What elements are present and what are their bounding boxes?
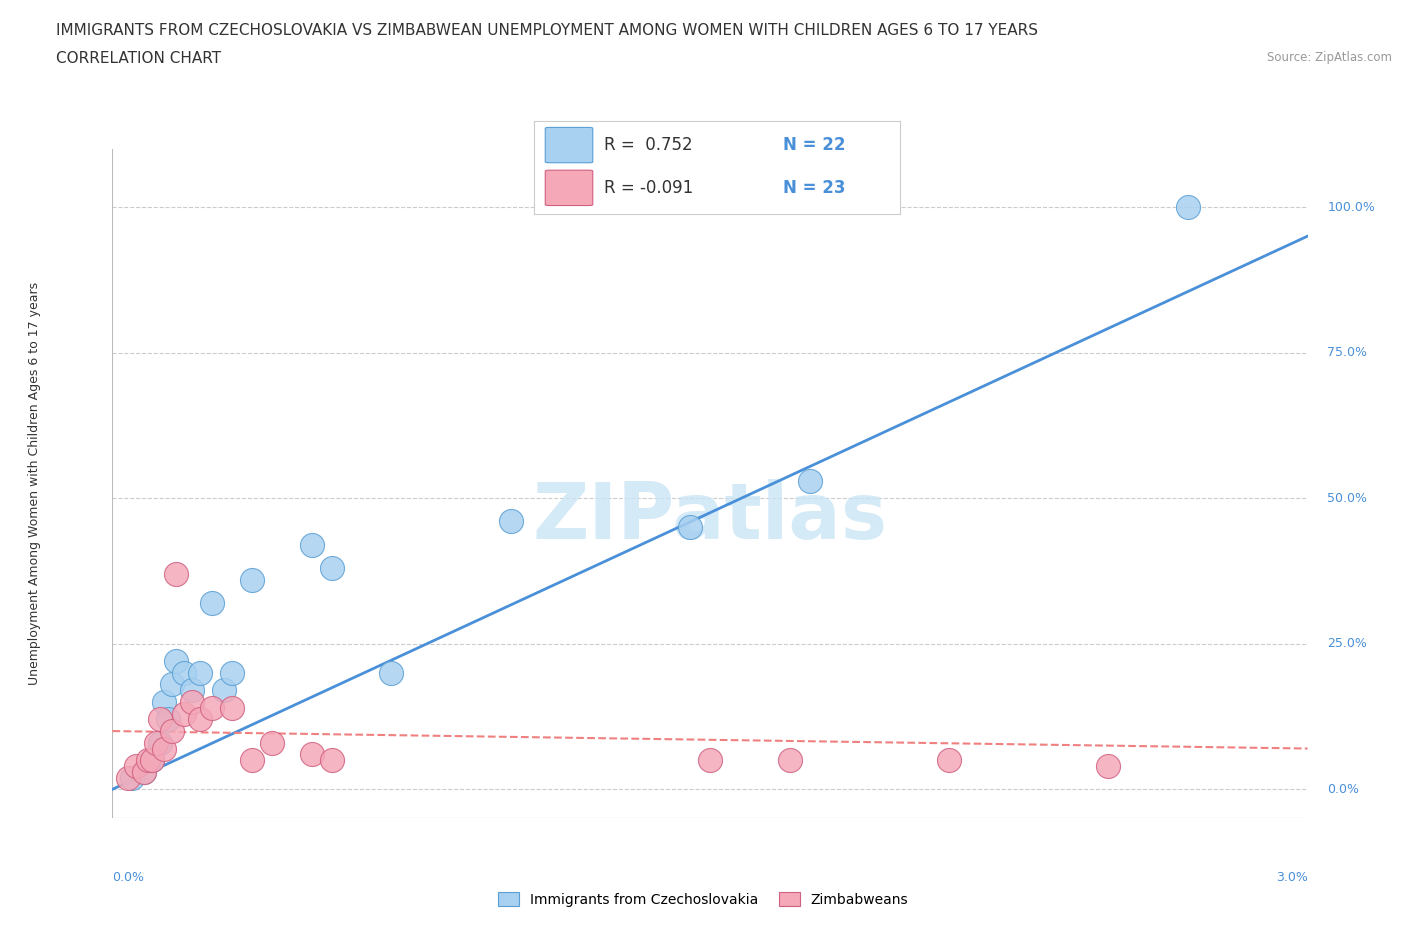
Point (134, 764, 156, 779)
Text: Source: ZipAtlas.com: Source: ZipAtlas.com (1267, 51, 1392, 64)
Point (201, 595, 224, 610)
Point (149, 712, 172, 727)
Point (173, 665, 195, 680)
Point (188, 665, 211, 680)
Point (499, 514, 522, 529)
Point (157, 712, 180, 727)
Point (160, 724, 183, 738)
Point (799, 473, 821, 488)
Point (779, 752, 801, 767)
Point (165, 566, 187, 581)
Point (125, 759, 148, 774)
Point (121, 770, 143, 785)
Point (221, 665, 243, 680)
Text: 25.0%: 25.0% (1327, 637, 1368, 650)
Text: 3.0%: 3.0% (1275, 870, 1308, 883)
Point (145, 736, 167, 751)
Text: 50.0%: 50.0% (1327, 492, 1368, 505)
Point (699, 752, 721, 767)
FancyBboxPatch shape (546, 127, 593, 163)
Point (260, 736, 283, 751)
Point (301, 538, 323, 552)
Text: Unemployment Among Women with Children Ages 6 to 17 years: Unemployment Among Women with Children A… (28, 282, 41, 685)
Point (141, 752, 163, 767)
Point (1177, 200, 1199, 215)
Point (321, 752, 343, 767)
Point (153, 741, 176, 756)
Text: R = -0.091: R = -0.091 (603, 179, 693, 197)
Text: CORRELATION CHART: CORRELATION CHART (56, 51, 221, 66)
Point (301, 747, 323, 762)
Point (938, 752, 960, 767)
Legend: Immigrants from Czechoslovakia, Zimbabweans: Immigrants from Czechoslovakia, Zimbabwe… (491, 885, 915, 914)
Text: IMMIGRANTS FROM CZECHOSLOVAKIA VS ZIMBABWEAN UNEMPLOYMENT AMONG WOMEN WITH CHILD: IMMIGRANTS FROM CZECHOSLOVAKIA VS ZIMBAB… (56, 23, 1038, 38)
Text: 0.0%: 0.0% (112, 870, 145, 883)
Text: N = 23: N = 23 (783, 179, 845, 197)
Text: R =  0.752: R = 0.752 (603, 136, 692, 154)
Point (1097, 759, 1119, 774)
Point (321, 561, 343, 576)
Text: 75.0%: 75.0% (1327, 346, 1368, 359)
Point (181, 683, 204, 698)
Text: 100.0%: 100.0% (1327, 201, 1375, 214)
Point (117, 770, 139, 785)
Point (380, 665, 402, 680)
Point (134, 764, 156, 779)
Point (160, 677, 183, 692)
Point (188, 712, 211, 727)
Point (240, 572, 263, 587)
Text: 0.0%: 0.0% (1327, 783, 1360, 796)
Point (212, 683, 235, 698)
Point (149, 736, 172, 751)
Point (173, 706, 195, 721)
Point (221, 700, 243, 715)
Point (165, 654, 187, 669)
Point (240, 752, 263, 767)
Point (153, 695, 176, 710)
Point (201, 700, 224, 715)
Point (679, 520, 702, 535)
Point (181, 695, 204, 710)
Text: N = 22: N = 22 (783, 136, 845, 154)
Point (141, 752, 163, 767)
Point (138, 752, 160, 767)
Text: ZIPatlas: ZIPatlas (533, 479, 887, 555)
FancyBboxPatch shape (546, 170, 593, 206)
